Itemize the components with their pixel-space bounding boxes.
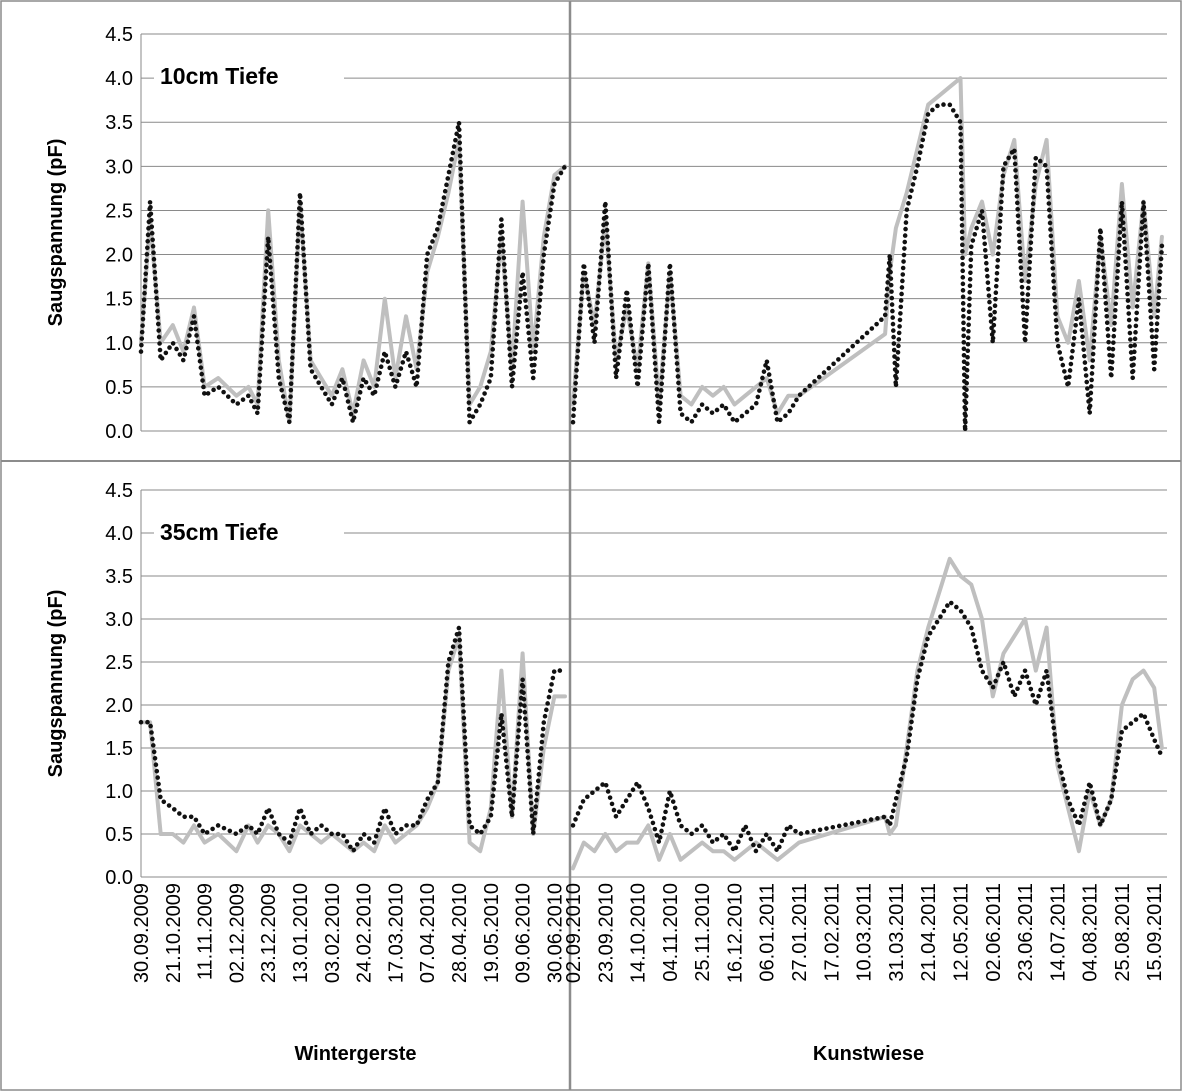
x-tick-label: 10.03.2011 <box>854 883 876 982</box>
x-tick-label: 04.11.2010 <box>660 883 682 982</box>
panel-35cm: 0.0 0.5 1.0 1.5 2.0 2.5 3.0 3.5 4.0 4.5 Saugspannu… <box>45 480 1167 889</box>
y-tick-label: 0.5 <box>105 824 133 846</box>
y-axis-label: Saugspannung (pF) <box>45 590 67 778</box>
y-tick-label: 2.0 <box>105 695 133 717</box>
x-tick-label: 14.07.2011 <box>1047 883 1069 982</box>
x-tick-label: 23.06.2011 <box>1015 883 1037 982</box>
y-tick-label: 3.0 <box>105 156 133 178</box>
panel-title: 10cm Tiefe <box>160 63 278 89</box>
x-tick-label: 09.06.2010 <box>513 883 535 983</box>
y-axis-label: Saugspannung (pF) <box>45 139 67 327</box>
x-tick-label: 15.09.2011 <box>1144 883 1166 982</box>
y-tick-label: 3.5 <box>105 566 133 588</box>
y-tick-label: 1.0 <box>105 781 133 803</box>
x-tick-label: 04.08.2011 <box>1080 883 1102 982</box>
y-tick-label: 4.0 <box>105 523 133 545</box>
series-line-left-dotted <box>138 119 568 425</box>
x-tick-label: 02.09.2010 <box>563 883 585 983</box>
x-tick-label: 31.03.2011 <box>886 883 908 982</box>
x-tick-label: 06.01.2011 <box>757 883 779 982</box>
x-tick-label: 13.01.2010 <box>290 883 312 983</box>
panel-title-backdrop <box>154 516 344 548</box>
x-tick-label: 07.04.2010 <box>417 883 439 983</box>
x-tick-label: 16.12.2010 <box>725 883 747 983</box>
y-tick-label: 1.5 <box>105 738 133 760</box>
x-group-label-left: Wintergerste <box>294 1043 416 1065</box>
x-tick-label: 03.02.2010 <box>322 883 344 983</box>
x-tick-label: 21.04.2011 <box>918 883 940 982</box>
panel-title: 35cm Tiefe <box>160 519 278 545</box>
series-line-left-solid <box>139 634 567 854</box>
x-tick-label: 02.06.2011 <box>983 883 1005 982</box>
y-tick-label: 0.0 <box>105 867 133 889</box>
y-tick-label: 0.5 <box>105 377 133 399</box>
y-tick-label: 1.0 <box>105 333 133 355</box>
y-tick-label: 4.5 <box>105 24 133 46</box>
y-tick-label: 2.5 <box>105 200 133 222</box>
x-tick-label: 23.09.2010 <box>595 883 617 983</box>
x-tick-label: 17.03.2010 <box>385 883 407 983</box>
x-tick-label: 21.10.2009 <box>163 883 185 983</box>
y-tick-label: 4.5 <box>105 480 133 502</box>
y-tick-label: 4.0 <box>105 68 133 90</box>
y-tick-label: 1.5 <box>105 289 133 311</box>
x-tick-label: 12.05.2011 <box>951 883 973 982</box>
x-tick-label: 17.02.2011 <box>821 883 843 982</box>
series-line-left-solid <box>139 137 567 425</box>
series-line-right-solid <box>571 76 1164 416</box>
y-tick-label: 3.5 <box>105 112 133 134</box>
y-tick-label: 0.0 <box>105 421 133 443</box>
y-tick-label: 3.0 <box>105 609 133 631</box>
y-tick-label: 2.0 <box>105 245 133 267</box>
panel-title-backdrop <box>154 60 344 92</box>
series-line-left-dotted <box>138 625 568 854</box>
series-line-right-dotted <box>570 102 1165 434</box>
x-tick-label: 25.08.2011 <box>1112 883 1134 982</box>
x-tick-label: 11.11.2009 <box>195 883 217 980</box>
x-group-label-right: Kunstwiese <box>813 1043 924 1065</box>
x-tick-label: 27.01.2011 <box>789 883 811 982</box>
x-tick-label: 19.05.2010 <box>481 883 503 983</box>
x-tick-label: 30.09.2009 <box>131 883 153 983</box>
y-tick-label: 2.5 <box>105 652 133 674</box>
x-tick-label: 25.11.2010 <box>692 883 714 982</box>
x-tick-label: 02.12.2009 <box>226 883 248 983</box>
x-tick-label: 30.06.2010 <box>544 883 566 983</box>
x-tick-label: 23.12.2009 <box>258 883 280 983</box>
x-tick-label: 14.10.2010 <box>628 883 650 983</box>
x-tick-label: 24.02.2010 <box>354 883 376 983</box>
panel-10cm: 0.0 0.5 1.0 1.5 2.0 2.5 3.0 3.5 4.0 4.5 Saugspannu… <box>45 24 1167 443</box>
x-tick-label: 28.04.2010 <box>449 883 471 983</box>
x-axis-labels: 30.09.2009 21.10.2009 11.11.2009 02.12.2009… <box>131 883 1166 1065</box>
series-line-right-dotted <box>570 599 1165 854</box>
